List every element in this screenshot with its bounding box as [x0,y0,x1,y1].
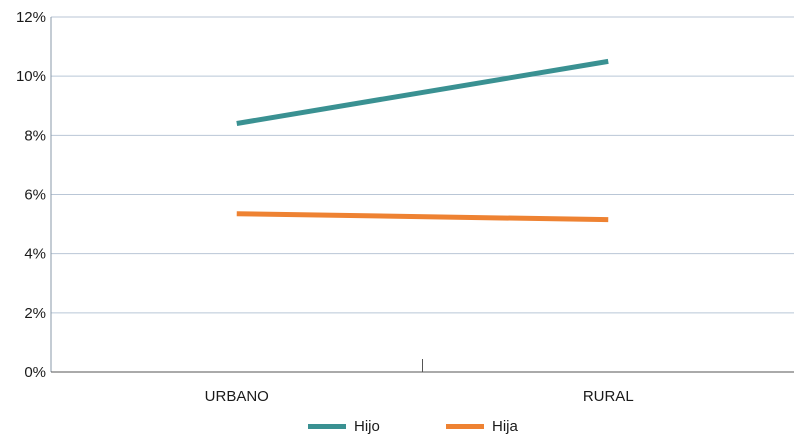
x-axis-ticks: URBANO RURAL [205,388,634,405]
series-lines [236,58,609,223]
legend-label-hijo: Hijo [354,418,380,435]
x-tick-label: RURAL [583,388,634,405]
series-line-hijo [236,58,609,126]
y-tick-label: 6% [24,187,46,204]
legend: Hijo Hija [0,418,807,439]
y-tick-label: 12% [16,9,46,26]
x-tick-label: URBANO [205,388,269,405]
y-tick-label: 4% [24,246,46,263]
legend-item-hija: Hija [446,418,518,435]
y-tick-label: 0% [24,364,46,381]
y-axis-ticks: 0% 2% 4% 6% 8% 10% 12% [16,9,46,381]
legend-swatch-hijo [308,424,346,429]
legend-label-hija: Hija [492,418,518,435]
gridlines [51,16,794,314]
axes [50,17,794,373]
y-tick-label: 8% [24,127,46,144]
y-tick-label: 10% [16,68,46,85]
legend-item-hijo: Hijo [308,418,380,435]
legend-swatch-hija [446,424,484,429]
series-line-hija [236,211,609,223]
y-tick-label: 2% [24,305,46,322]
